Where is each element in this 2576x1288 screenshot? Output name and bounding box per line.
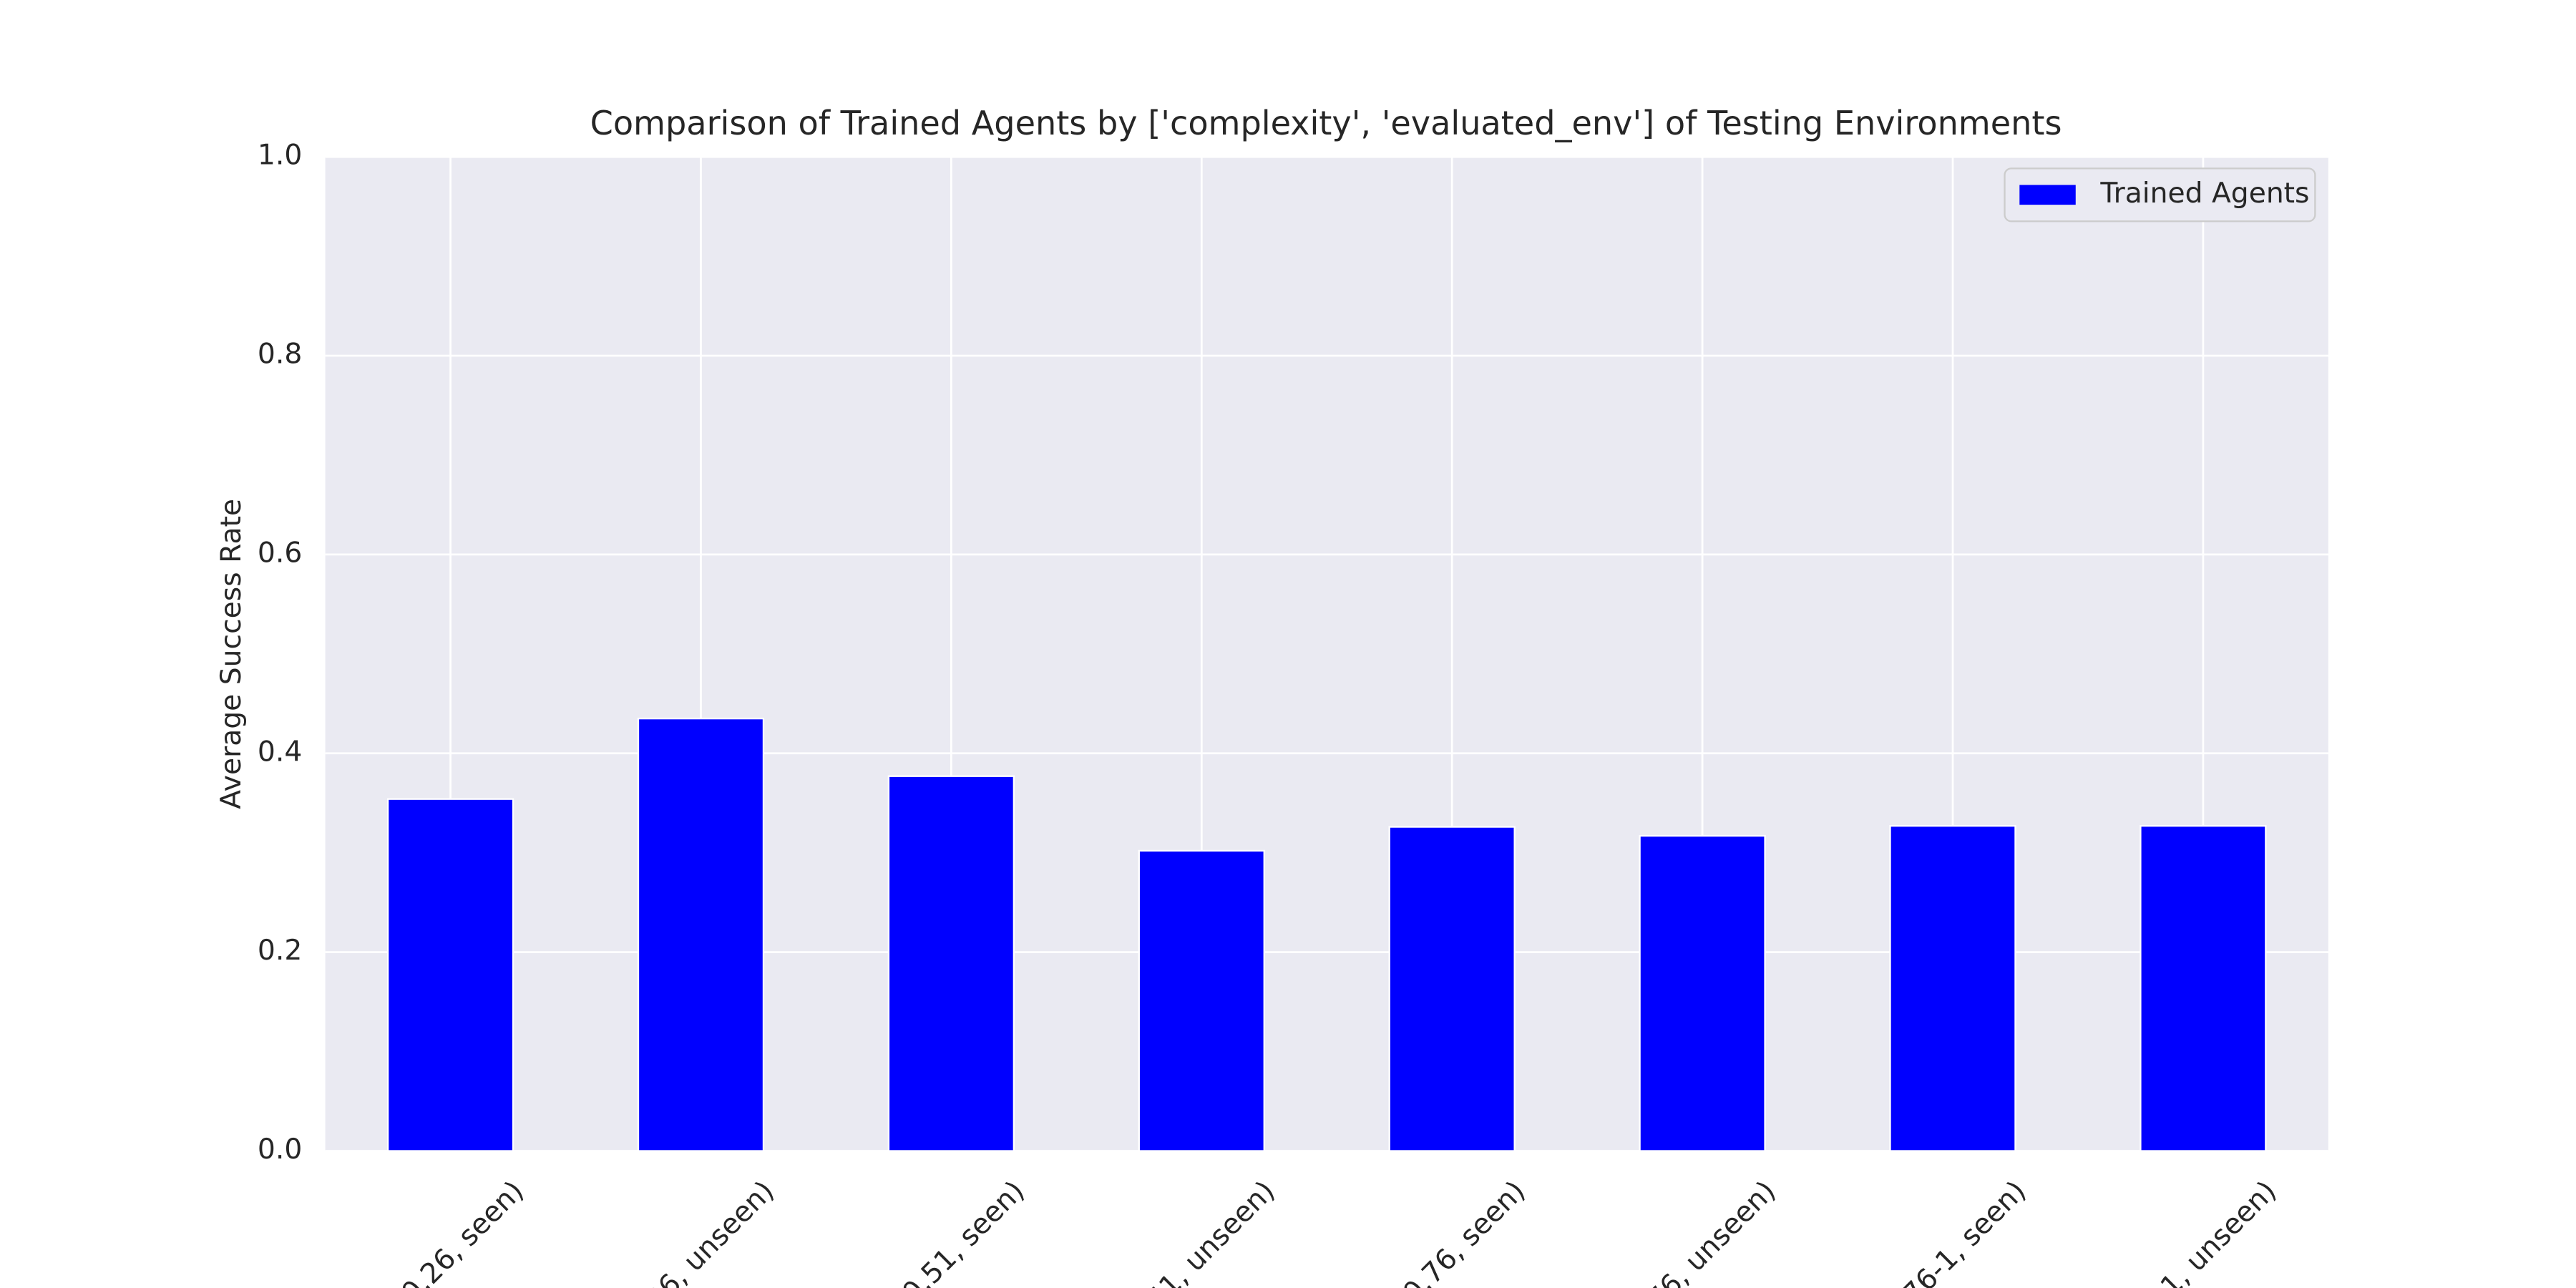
bar [1639,834,1766,1152]
plot-area [325,157,2328,1151]
bar [887,775,1015,1152]
bar [1889,825,2016,1152]
bar [1138,849,1265,1152]
bar [637,717,765,1152]
legend-box [2004,167,2316,223]
bar [1388,826,1516,1152]
y-axis-label: Average Success Rate [215,499,248,809]
legend-swatch [2019,185,2076,205]
y-tick-label: 0.4 [258,736,302,768]
y-tick-label: 1.0 [258,140,302,172]
chart-title: Comparison of Trained Agents by ['comple… [590,104,2062,142]
y-tick-label: 0.8 [258,338,302,371]
y-tick-label: 0.6 [258,537,302,569]
legend-label: Trained Agents [2099,177,2309,210]
bar [2140,825,2267,1152]
y-tick-label: 0.2 [258,935,302,967]
y-tick-label: 0.0 [258,1133,302,1166]
bar [386,798,514,1152]
